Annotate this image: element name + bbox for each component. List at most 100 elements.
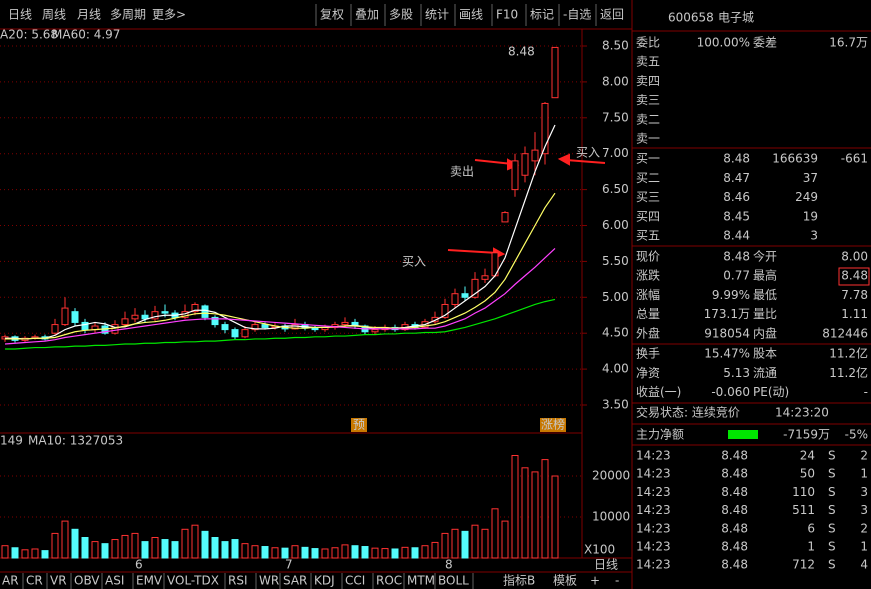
trade-volume: 1 <box>807 540 815 554</box>
ma-line <box>5 192 556 340</box>
volume-bar <box>391 548 399 559</box>
field-label: 涨幅 <box>636 287 660 302</box>
buy-level: 买一 <box>636 152 660 166</box>
indicator-tab[interactable]: WR <box>259 574 279 588</box>
volume-bar <box>91 541 99 559</box>
volume-bar <box>261 546 269 559</box>
field-value: 16.7万 <box>829 36 868 50</box>
candle-body <box>191 303 199 313</box>
trade-time: 14:23:20 <box>775 406 829 420</box>
indicator-tab[interactable]: CR <box>26 574 43 588</box>
volume-bar <box>281 547 289 559</box>
volume-bar <box>301 546 309 559</box>
field-label: 外盘 <box>636 325 660 340</box>
indicator-tab[interactable]: CCI <box>345 574 365 588</box>
bottom-button[interactable]: 指标B <box>503 573 535 588</box>
volume-bar <box>481 528 489 559</box>
buy-price: 8.46 <box>723 190 750 204</box>
volume-bar <box>111 539 119 559</box>
trade-count: 4 <box>860 558 868 572</box>
sell-level: 卖五 <box>636 55 660 69</box>
volume-bar <box>371 547 379 559</box>
candle-body <box>201 305 209 318</box>
indicator-tab[interactable]: OBV <box>74 574 100 588</box>
indicator-tab[interactable]: SAR <box>283 574 307 588</box>
field-label: 委比 <box>636 36 660 50</box>
volume-bar <box>131 532 139 559</box>
field-value: 8.00 <box>841 250 868 264</box>
candle-body <box>261 324 269 328</box>
indicator-tab[interactable]: VOL-TDX <box>167 574 219 588</box>
toolbar-button[interactable]: 统计 <box>425 8 449 22</box>
volume-bar <box>101 543 109 559</box>
toolbar-button[interactable]: -自选 <box>563 8 591 22</box>
field-label: PE(动) <box>753 385 789 399</box>
indicator-tab[interactable]: AR <box>2 574 19 588</box>
trade-side: S <box>828 521 836 535</box>
indicator-tab[interactable]: MTM <box>407 574 435 588</box>
bottom-button[interactable]: 模板 <box>553 574 577 588</box>
volume-bar <box>251 545 259 559</box>
field-value: 0.77 <box>723 269 750 283</box>
main-force-label: 主力净额 <box>636 428 684 442</box>
volume-bar <box>141 541 149 559</box>
toolbar-button[interactable]: 叠加 <box>355 8 379 22</box>
field-label: 总量 <box>636 307 660 321</box>
volume-bar <box>151 537 159 559</box>
volume-bar <box>341 544 349 559</box>
tag-box <box>540 418 566 432</box>
indicator-tab[interactable]: KDJ <box>314 574 335 588</box>
buy-change: -661 <box>841 152 868 166</box>
field-label: 流通 <box>753 366 777 380</box>
toolbar-button[interactable]: 更多> <box>152 8 186 22</box>
trade-count: 2 <box>860 449 868 463</box>
sell-level: 卖一 <box>636 132 660 146</box>
field-label: 最低 <box>753 288 777 302</box>
price-tick-label: 4.50 <box>602 326 629 340</box>
toolbar-button[interactable]: 多周期 <box>110 8 146 22</box>
indicator-tab[interactable]: BOLL <box>438 574 469 588</box>
indicator-tab[interactable]: ROC <box>376 574 402 588</box>
annotation: 买入 <box>576 146 600 160</box>
volume-bar <box>1 545 9 559</box>
toolbar-button[interactable]: F10 <box>496 8 518 22</box>
toolbar-button[interactable]: 返回 <box>600 8 624 22</box>
volume-bar <box>421 545 429 559</box>
toolbar-button[interactable]: 月线 <box>77 8 101 22</box>
trade-status: 交易状态: 连续竞价 <box>636 405 740 420</box>
stock-name: 电子城 <box>718 11 754 25</box>
price-tick-label: 6.00 <box>602 218 629 232</box>
volume-bar <box>411 547 419 559</box>
candle-body <box>341 321 349 326</box>
volume-bar <box>381 548 389 559</box>
candle-body <box>461 293 469 298</box>
toolbar-button[interactable]: 复权 <box>320 8 344 22</box>
candle-body <box>231 329 239 338</box>
indicator-tab[interactable]: VR <box>50 574 67 588</box>
toolbar-button[interactable]: 日线 <box>8 8 32 22</box>
volume-bar <box>461 530 469 559</box>
bottom-button[interactable]: + <box>590 574 600 588</box>
toolbar-button[interactable]: 画线 <box>459 8 483 22</box>
trade-time: 14:23 <box>636 449 671 463</box>
trade-count: 3 <box>860 503 868 517</box>
buy-price: 8.44 <box>723 229 750 243</box>
trade-side: S <box>828 503 836 517</box>
toolbar-button[interactable]: 多股 <box>389 8 413 22</box>
trade-volume: 50 <box>800 467 815 481</box>
vol-tick-label: 20000 <box>592 469 630 483</box>
indicator-tab[interactable]: ASI <box>105 574 124 588</box>
buy-volume: 249 <box>795 190 818 204</box>
bottom-button[interactable]: - <box>615 574 619 588</box>
toolbar-button[interactable]: 标记 <box>530 8 554 22</box>
indicator-tab[interactable]: RSI <box>228 574 248 588</box>
toolbar-button[interactable]: 周线 <box>42 8 66 22</box>
volume-bar <box>501 520 509 559</box>
indicator-tab[interactable]: EMV <box>136 574 163 588</box>
buy-level: 买五 <box>636 229 660 243</box>
price-tick-label: 3.50 <box>602 398 629 412</box>
vol-unit: X100 <box>584 543 615 557</box>
field-value: 8.48 <box>841 269 868 283</box>
trade-count: 2 <box>860 521 868 535</box>
field-label: 涨跌 <box>636 268 660 283</box>
